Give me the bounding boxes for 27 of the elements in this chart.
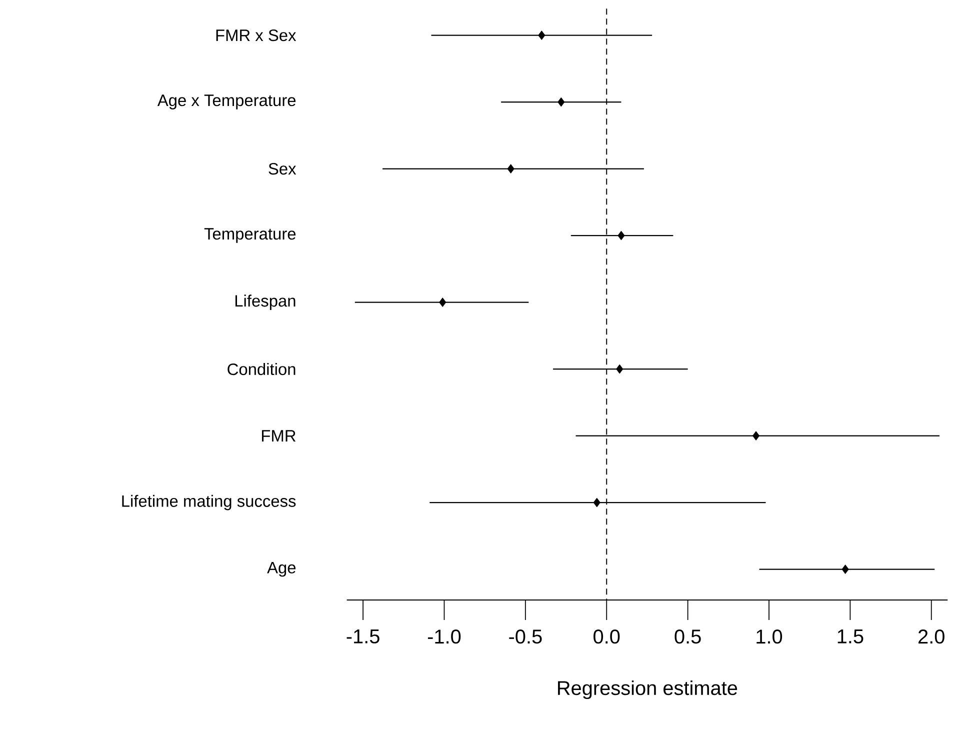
y-tick-label: Temperature bbox=[204, 228, 296, 243]
point bbox=[538, 30, 546, 40]
point bbox=[616, 364, 624, 374]
y-tick-label: FMR x Sex bbox=[216, 29, 296, 42]
x-axis-title: Regression estimate bbox=[558, 680, 738, 700]
y-tick-label: Age x Temperature bbox=[157, 94, 296, 110]
y-tick-label: Age bbox=[267, 562, 296, 577]
point bbox=[618, 230, 625, 240]
point bbox=[752, 431, 760, 440]
point bbox=[593, 498, 600, 508]
x-tick-label: -1.5 bbox=[346, 630, 380, 644]
y-tick-label: Lifespan bbox=[235, 294, 296, 310]
point bbox=[439, 298, 446, 307]
x-tick-label: 0.5 bbox=[674, 630, 701, 644]
point bbox=[558, 97, 565, 107]
point bbox=[842, 564, 849, 574]
x-tick-label: -0.5 bbox=[509, 630, 542, 644]
y-tick-label: FMR bbox=[262, 430, 296, 442]
x-tick-label: 1.0 bbox=[756, 630, 782, 644]
x-tick-label: -1.0 bbox=[428, 630, 461, 644]
x-tick-label: 1.5 bbox=[838, 630, 864, 644]
y-tick-label: Sex bbox=[268, 162, 296, 175]
y-tick-label: Condition bbox=[228, 363, 296, 376]
x-tick-label: 2.0 bbox=[918, 630, 944, 644]
y-tick-label: Lifetime mating success bbox=[122, 494, 296, 510]
point bbox=[507, 164, 514, 174]
x-tick-label: 0.0 bbox=[594, 630, 620, 644]
